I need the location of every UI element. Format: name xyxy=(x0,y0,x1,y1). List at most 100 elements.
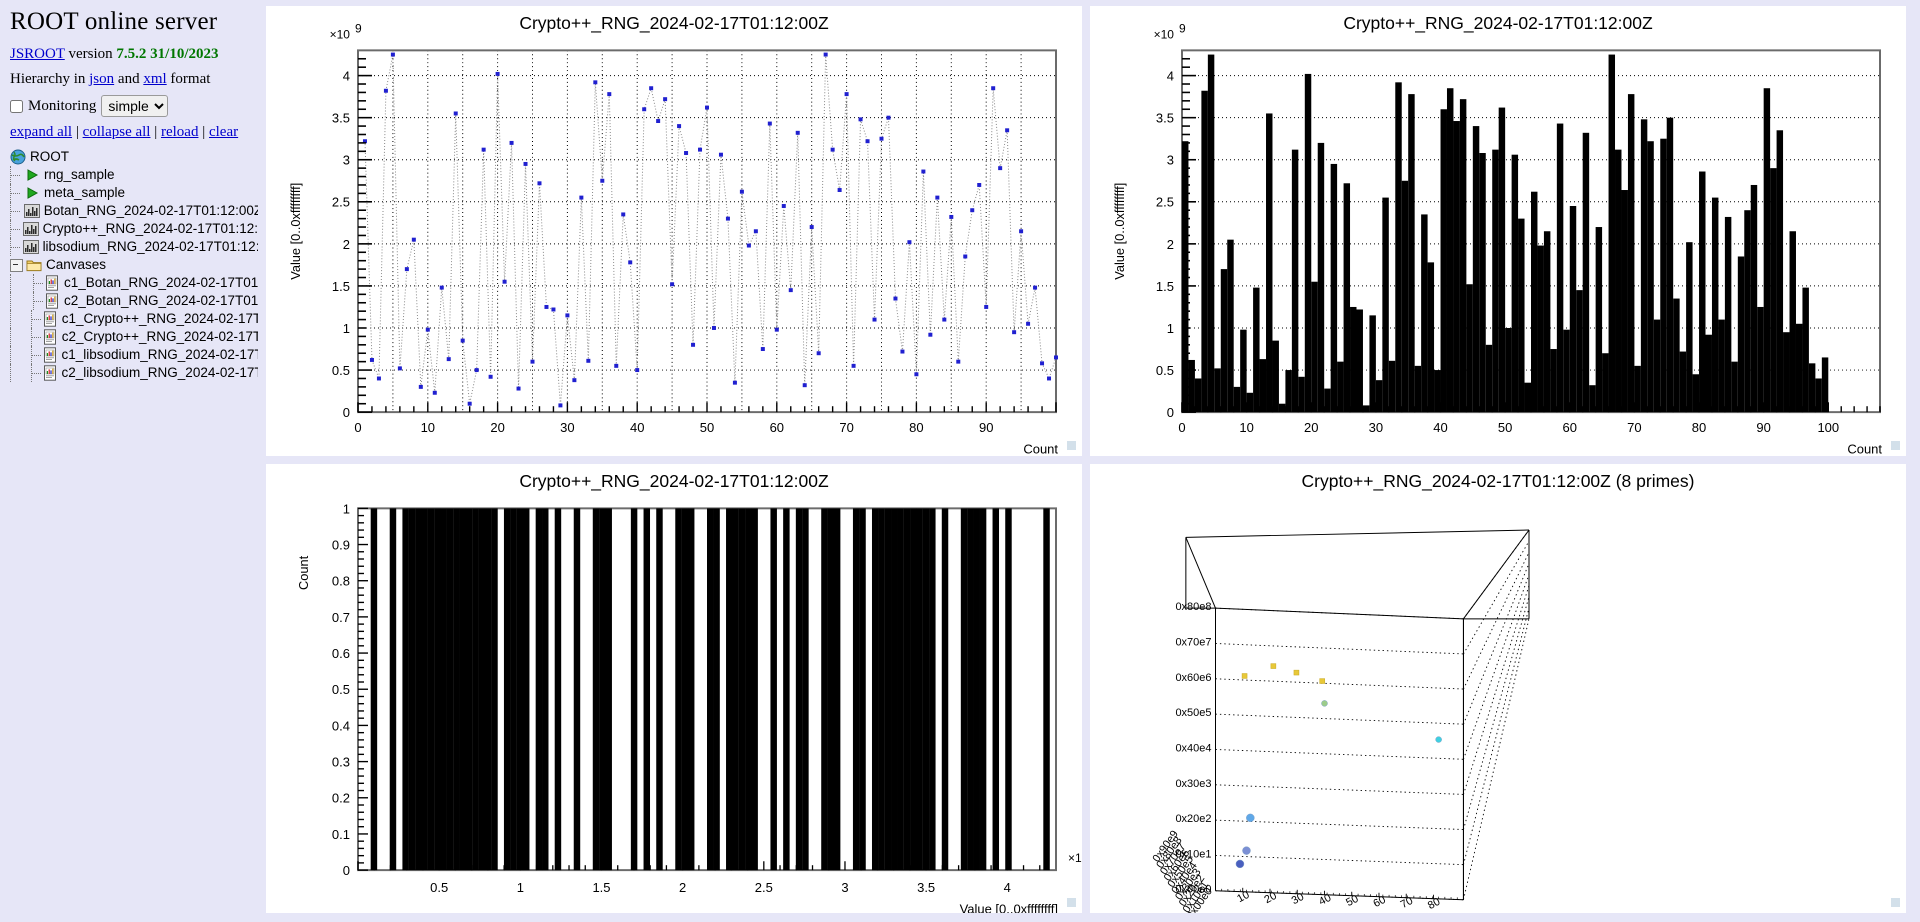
panel-histogram[interactable]: Crypto++_RNG_2024-02-17T01:12:00Z 0 0.5 1 1… xyxy=(1090,6,1906,456)
svg-text:2: 2 xyxy=(1167,237,1174,252)
canvas-icon xyxy=(42,329,58,345)
resize-handle[interactable] xyxy=(1067,898,1076,907)
resize-handle[interactable] xyxy=(1891,898,1900,907)
tree-connector xyxy=(10,274,21,292)
scatter-svg: 00.511.522.533.540 10 20 30 40 50 60 70 80 90×10 9… xyxy=(288,22,1058,456)
histogram-icon xyxy=(22,239,39,255)
tree-connector xyxy=(10,184,24,202)
expand-all-link[interactable]: expand all xyxy=(10,124,73,140)
svg-text:2.5: 2.5 xyxy=(1156,195,1174,210)
tree-connector xyxy=(10,166,24,184)
tree-item-c2-botan-rng-2024-02-17t01-12-00z[interactable]: c2_Botan_RNG_2024-02-17T01:12:00Z xyxy=(10,292,258,310)
tree-item-label: c1_Crypto++_RNG_2024-02-17T01:12:00Z xyxy=(61,311,259,327)
svg-text:2: 2 xyxy=(343,237,350,252)
panel-distribution[interactable]: Crypto++_RNG_2024-02-17T01:12:00Z 0 0.1 0.… xyxy=(266,463,1082,913)
svg-text:×10: ×10 xyxy=(1154,28,1175,42)
resize-handle[interactable] xyxy=(1891,440,1900,450)
svg-text:60: 60 xyxy=(770,420,784,435)
tree-connector xyxy=(10,310,21,328)
svg-text:80: 80 xyxy=(1426,895,1442,911)
svg-text:20: 20 xyxy=(1262,889,1278,905)
panel-primes-3d-plot: 0x80e8 0x70e7 0x60e6 0x50e5 0x40e4 0x30e3 0x20… xyxy=(1090,464,1906,913)
tree-item-label: Canvases xyxy=(46,257,107,273)
collapse-all-link[interactable]: collapse all xyxy=(82,124,151,140)
tree-item-root[interactable]: ROOT xyxy=(10,148,258,166)
tree-item-c1-crypto-rng-2024-02-17t01-12-00z[interactable]: c1_Crypto++_RNG_2024-02-17T01:12:00Z xyxy=(10,310,258,328)
svg-text:3: 3 xyxy=(343,153,350,168)
svg-text:3.5: 3.5 xyxy=(917,879,935,894)
svg-text:0x80e8: 0x80e8 xyxy=(1175,601,1211,613)
tree-indent xyxy=(21,346,32,364)
collapse-expander-icon[interactable] xyxy=(10,258,23,272)
sep3: | xyxy=(198,124,209,140)
panel-scatter[interactable]: Crypto++_RNG_2024-02-17T01:12:00Z 0 0.5 1 1… xyxy=(266,6,1082,456)
tree-item-c2-libsodium-rng-2024-02-17t01-12-00z[interactable]: c2_libsodium_RNG_2024-02-17T01:12:00Z xyxy=(10,364,258,382)
tree-item-meta-sample[interactable]: meta_sample xyxy=(10,184,258,202)
svg-text:0x70e7: 0x70e7 xyxy=(1175,636,1211,648)
jsroot-link[interactable]: JSROOT xyxy=(10,46,65,62)
svg-text:9: 9 xyxy=(1179,22,1186,36)
canvas-icon xyxy=(42,365,58,381)
tree-item-canvases[interactable]: Canvases xyxy=(10,256,258,274)
canvas-icon xyxy=(42,347,58,363)
tree-item-botan-rng-2024-02-17t01-12-00z[interactable]: Botan_RNG_2024-02-17T01:12:00Z xyxy=(10,202,258,220)
command-row: expand all | collapse all | reload | cle… xyxy=(10,124,258,141)
xml-link[interactable]: xml xyxy=(143,71,167,87)
svg-text:Count: Count xyxy=(296,555,311,590)
tree-connector xyxy=(10,202,24,220)
tree-item-c1-botan-rng-2024-02-17t01-12-00z[interactable]: c1_Botan_RNG_2024-02-17T01:12:00Z xyxy=(10,274,258,292)
panel-scatter-title: Crypto++_RNG_2024-02-17T01:12:00Z xyxy=(519,13,829,33)
tree-indent xyxy=(21,274,32,292)
svg-text:0.9: 0.9 xyxy=(332,537,350,552)
svg-text:0.5: 0.5 xyxy=(332,363,350,378)
histogram-icon xyxy=(23,203,40,219)
tree-indent xyxy=(21,328,32,346)
svg-text:×10: ×10 xyxy=(1068,851,1082,865)
tree-item-crypto-rng-2024-02-17t01-12-00z[interactable]: Crypto++_RNG_2024-02-17T01:12:00Z xyxy=(10,220,258,238)
monitoring-row: Monitoring simple xyxy=(10,95,258,117)
tree-connector xyxy=(31,310,42,328)
version-value: 7.5.2 31/10/2023 xyxy=(116,46,219,62)
monitoring-select[interactable]: simple xyxy=(101,95,169,117)
svg-text:0: 0 xyxy=(343,405,350,420)
svg-text:0.1: 0.1 xyxy=(332,826,350,841)
svg-text:0: 0 xyxy=(1178,420,1185,435)
tree-item-libsodium-rng-2024-02-17t01-12-00z[interactable]: libsodium_RNG_2024-02-17T01:12:00Z xyxy=(10,238,258,256)
tree-item-rng-sample[interactable]: rng_sample xyxy=(10,166,258,184)
clear-link[interactable]: clear xyxy=(208,124,239,140)
svg-text:0.5: 0.5 xyxy=(1156,363,1174,378)
svg-text:40: 40 xyxy=(1433,420,1447,435)
tree-item-c2-crypto-rng-2024-02-17t01-12-00z[interactable]: c2_Crypto++_RNG_2024-02-17T01:12:00Z xyxy=(10,328,258,346)
panel-distribution-plot: 0 0.1 0.2 0.3 0.4 0.5 0.6 0.7 0.8 0.9 1 0.5 1 1.5 2 2.5… xyxy=(266,464,1082,913)
panel-primes-3d[interactable]: Crypto++_RNG_2024-02-17T01:12:00Z (8 pri… xyxy=(1090,463,1906,913)
svg-text:4: 4 xyxy=(343,69,350,84)
reload-link[interactable]: reload xyxy=(160,124,199,140)
resize-handle[interactable] xyxy=(1067,440,1076,450)
svg-text:60: 60 xyxy=(1563,420,1577,435)
tree-connector xyxy=(31,328,42,346)
monitoring-checkbox[interactable] xyxy=(10,99,23,113)
svg-text:10: 10 xyxy=(1235,888,1251,904)
panel-scatter-plot: 0 0.5 1 1.5 2 2.5 3 3.5 4 0 10 20 30 40 50 60 70 80 90 ×10 9… xyxy=(266,6,1082,456)
svg-text:0.6: 0.6 xyxy=(332,646,350,661)
hierarchy-line: Hierarchy in json and xml format xyxy=(10,71,258,88)
tree-root-label: ROOT xyxy=(30,149,69,165)
hierarchy-and: and xyxy=(114,71,144,87)
svg-text:2.5: 2.5 xyxy=(755,879,773,894)
svg-text:4: 4 xyxy=(1004,879,1011,894)
page-title: ROOT online server xyxy=(10,8,218,35)
histogram-icon xyxy=(22,221,39,237)
monitoring-label: Monitoring xyxy=(28,97,97,114)
svg-text:80: 80 xyxy=(909,420,923,435)
svg-text:10: 10 xyxy=(1239,420,1253,435)
panel-histogram-title: Crypto++_RNG_2024-02-17T01:12:00Z xyxy=(1343,13,1653,33)
tree-connector xyxy=(10,220,23,238)
tree-connector xyxy=(10,292,21,310)
tree-item-c1-libsodium-rng-2024-02-17t01-12-00z[interactable]: c1_libsodium_RNG_2024-02-17T01:12:00Z xyxy=(10,346,258,364)
svg-text:2: 2 xyxy=(679,879,686,894)
json-link[interactable]: json xyxy=(89,71,115,87)
svg-text:0: 0 xyxy=(343,863,350,878)
tree-item-label: c2_Botan_RNG_2024-02-17T01:12:00Z xyxy=(63,293,258,309)
svg-text:3: 3 xyxy=(1167,153,1174,168)
tree-connector xyxy=(31,364,42,382)
